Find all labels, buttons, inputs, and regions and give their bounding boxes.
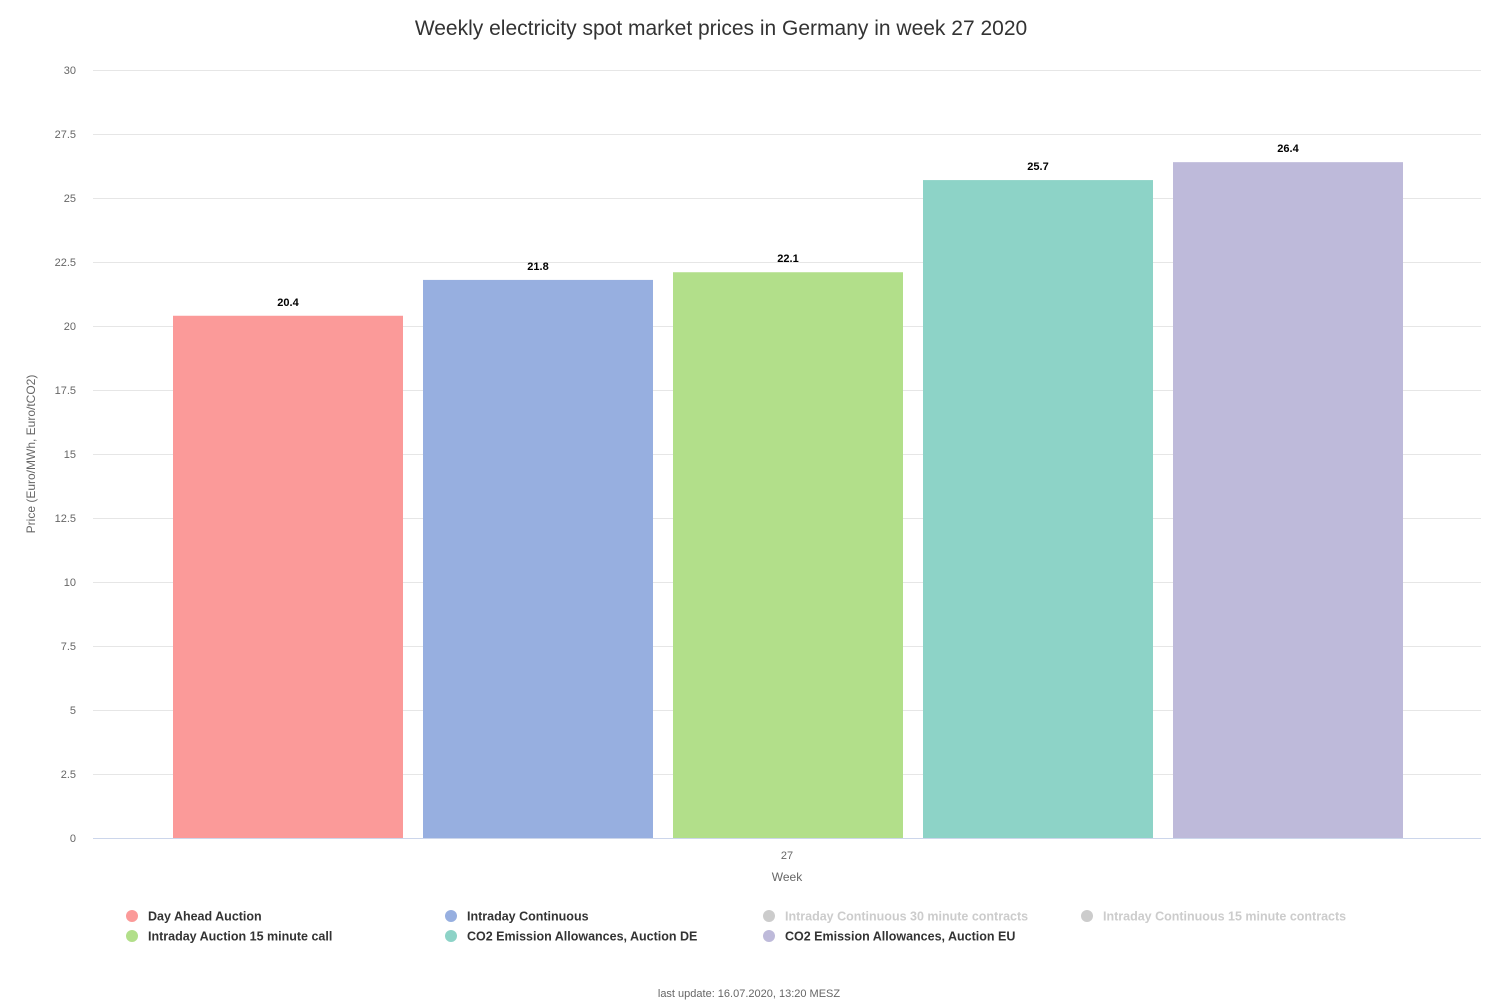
y-tick-label: 30 [64,65,76,77]
legend-item-intraday-continuous[interactable]: Intraday Continuous [445,910,589,924]
legend-label-intraday-continuous-30-minute-contracts: Intraday Continuous 30 minute contracts [785,910,1028,924]
legend-marker-co2-emission-allowances-auction-eu [763,930,775,942]
y-tick-label: 25 [64,193,76,205]
legend-label-co2-emission-allowances-auction-de: CO2 Emission Allowances, Auction DE [467,930,697,944]
y-tick-label: 5 [70,705,76,717]
legend-marker-intraday-continuous-15-minute-contracts [1081,910,1093,922]
data-label-co2-emission-allowances-auction-eu: 26.4 [1277,143,1299,155]
y-tick-label: 17.5 [55,385,76,397]
data-label-intraday-continuous: 21.8 [527,261,548,273]
legend: Day Ahead Auction Intraday Continuous Intr… [126,910,1346,944]
legend-label-intraday-continuous: Intraday Continuous [467,910,589,924]
legend-label-day-ahead-auction: Day Ahead Auction [148,910,262,924]
bar-co2-emission-allowances-auction-eu[interactable] [1173,162,1403,838]
bar-co2-emission-allowances-auction-de[interactable] [923,180,1153,838]
data-label-day-ahead-auction: 20.4 [277,297,299,309]
bar-intraday-continuous[interactable] [423,279,653,838]
legend-item-co2-emission-allowances-auction-de[interactable]: CO2 Emission Allowances, Auction DE [445,930,697,944]
y-tick-label: 0 [70,833,76,845]
legend-label-co2-emission-allowances-auction-eu: CO2 Emission Allowances, Auction EU [785,930,1015,944]
legend-item-intraday-continuous-15-minute-contracts[interactable]: Intraday Continuous 15 minute contracts [1081,910,1346,924]
legend-marker-co2-emission-allowances-auction-de [445,930,457,942]
y-axis-title: Price (Euro/MWh, Euro/tCO2) [24,375,38,534]
legend-marker-intraday-auction-15-minute-call [126,930,138,942]
last-update-text: last update: 16.07.2020, 13:20 MESZ [658,988,841,1000]
bar-intraday-auction-15-minute-call[interactable] [673,272,903,838]
y-tick-label: 2.5 [61,769,76,781]
legend-marker-day-ahead-auction [126,910,138,922]
bar-day-ahead-auction[interactable] [173,315,403,838]
data-label-co2-emission-allowances-auction-de: 25.7 [1027,161,1048,173]
y-tick-label: 15 [64,449,76,461]
legend-label-intraday-auction-15-minute-call: Intraday Auction 15 minute call [148,930,332,944]
legend-item-intraday-auction-15-minute-call[interactable]: Intraday Auction 15 minute call [126,930,332,944]
y-tick-label: 27.5 [55,129,76,141]
legend-item-day-ahead-auction[interactable]: Day Ahead Auction [126,910,262,924]
x-tick-label: 27 [781,850,793,862]
data-label-intraday-auction-15-minute-call: 22.1 [777,253,798,265]
legend-item-co2-emission-allowances-auction-eu[interactable]: CO2 Emission Allowances, Auction EU [763,930,1015,944]
legend-marker-intraday-continuous [445,910,457,922]
y-tick-label: 12.5 [55,513,76,525]
y-tick-label: 22.5 [55,257,76,269]
chart-title: Weekly electricity spot market prices in… [415,17,1027,40]
bar-series: 20.4 21.8 22.1 25.7 26.4 [173,143,1403,838]
x-axis-title: Week [772,870,803,884]
y-tick-label: 10 [64,577,76,589]
legend-marker-intraday-continuous-30-minute-contracts [763,910,775,922]
y-tick-label: 20 [64,321,76,333]
legend-item-intraday-continuous-30-minute-contracts[interactable]: Intraday Continuous 30 minute contracts [763,910,1028,924]
legend-label-intraday-continuous-15-minute-contracts: Intraday Continuous 15 minute contracts [1103,910,1346,924]
y-tick-label: 7.5 [61,641,76,653]
